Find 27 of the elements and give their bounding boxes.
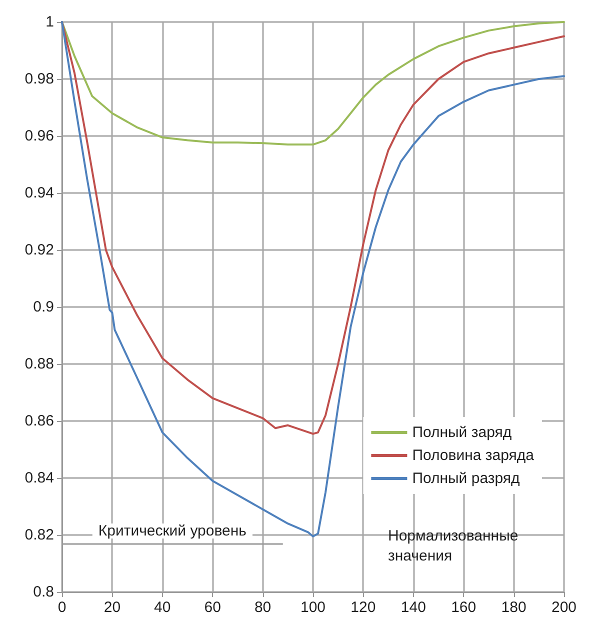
x-tick-label: 160	[451, 599, 476, 616]
y-tick-label: 0.96	[24, 128, 54, 144]
y-tick-label: 0.82	[24, 526, 54, 544]
y-tick-label: 0.9	[33, 298, 54, 316]
y-tick-label: 0.92	[24, 242, 54, 258]
legend-label: Половина заряда	[412, 447, 535, 464]
x-tick-label: 80	[254, 599, 272, 616]
legend-label: Полный разряд	[412, 470, 520, 487]
y-tick-label: 0.86	[24, 412, 54, 430]
x-tick-label: 60	[204, 599, 221, 616]
x-tick-label: 200	[551, 599, 577, 616]
x-tick-label: 120	[350, 599, 376, 616]
x-tick-label: 180	[501, 599, 526, 616]
y-tick-label: 0.98	[24, 70, 54, 88]
x-tick-label: 100	[300, 599, 326, 616]
ref-line-label: Критический уровень	[98, 522, 247, 540]
x-tick-label: 0	[58, 599, 66, 616]
x-tick-label: 20	[104, 599, 121, 616]
y-tick-label: 0.84	[24, 470, 54, 486]
annotation: Нормализованные значения	[388, 528, 518, 564]
x-tick-label: 40	[154, 599, 171, 616]
y-tick-label: 0.88	[24, 356, 54, 372]
legend-label: Полный заряд	[412, 424, 512, 441]
y-tick-label: 0.94	[24, 184, 54, 202]
y-tick-label: 0.8	[33, 584, 54, 600]
y-tick-label: 1	[46, 14, 54, 30]
x-tick-label: 140	[400, 599, 426, 616]
